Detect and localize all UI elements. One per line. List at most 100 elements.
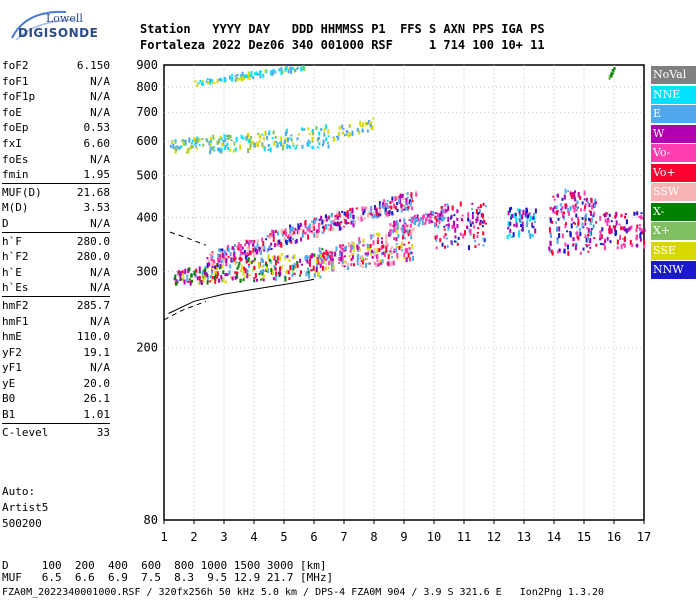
echo-point [395,243,398,246]
echo-point [640,212,643,215]
echo-point [216,263,219,268]
echo-point [308,258,311,263]
echo-point [240,134,243,139]
echo-point [583,205,586,210]
param-value: 0.53 [83,121,111,135]
echo-point [276,142,279,148]
echo-point [250,71,253,77]
echo-point [280,70,283,76]
echo-point [392,230,395,233]
echo-point [602,243,605,246]
param-separator [2,295,110,297]
echo-point [578,227,581,232]
echo-point [286,144,289,150]
echo-point [371,249,374,253]
echo-point [517,208,520,212]
echo-point [569,232,572,238]
echo-point [389,228,392,234]
echo-point [445,209,448,213]
echo-point [352,242,355,246]
echo-point [227,244,230,248]
echo-point [463,230,466,233]
param-separator [2,231,110,233]
echo-point [254,248,257,253]
echo-point [209,81,212,85]
echo-point [289,137,292,140]
echo-point [386,262,389,265]
param-name: hmF2 [2,298,29,312]
echo-point [286,137,289,143]
echo-point [552,207,555,213]
echo-point [358,239,361,245]
echo-point [555,221,558,224]
param-name: fxI [2,136,22,150]
echo-point [394,205,397,210]
echo-point [377,263,380,267]
y-tick-label: 600 [136,134,158,148]
param-name: D [2,216,9,230]
param-value: N/A [90,74,110,88]
echo-point [478,209,481,214]
echo-point [179,271,182,277]
echo-point [630,225,633,230]
echo-point [401,241,404,245]
x-tick-label: 10 [427,530,441,544]
echo-point [566,230,569,233]
echo-point [342,260,345,264]
echo-point [365,258,368,261]
echo-point [208,262,211,267]
echo-point [341,124,344,129]
echo-point [290,234,293,237]
echo-point [280,253,283,257]
echo-point [393,237,396,241]
echo-point [340,256,343,262]
echo-point [427,219,430,222]
x-tick-label: 8 [370,530,377,544]
echo-point [447,205,450,211]
echo-point [350,258,353,262]
param-value: 280.0 [76,234,110,248]
echo-point [231,260,234,264]
echo-point [274,135,277,139]
echo-point [559,203,562,207]
echo-point [225,135,228,138]
echo-point [299,222,302,227]
echo-point [249,138,252,143]
echo-point [639,237,642,242]
echo-point [483,220,486,224]
echo-point [243,250,246,255]
echo-point [252,267,255,272]
echo-point [294,239,297,244]
echo-point [417,223,420,227]
echo-point [213,260,216,264]
echo-point [209,140,212,143]
echo-point [395,237,398,242]
echo-point [481,225,484,228]
echo-point [380,260,383,263]
param-row-foe: foE N/A [2,105,110,121]
echo-point [469,223,472,227]
echo-point [441,206,444,209]
echo-point [386,206,389,210]
echo-point [349,212,352,218]
echo-point [214,273,217,279]
echo-point [410,251,413,254]
echo-point [367,249,370,253]
echo-point [268,130,271,136]
echo-point [249,261,252,264]
echo-point [262,73,265,78]
echo-point [311,253,314,259]
echo-point [372,215,375,219]
y-tick-label: 300 [136,265,158,279]
echo-point [549,241,552,247]
echo-point [194,273,197,277]
echo-point [508,233,511,237]
echo-point [342,128,345,131]
param-separator [2,422,110,424]
echo-point [174,148,177,154]
echo-point [402,224,405,227]
echo-point [361,206,364,212]
legend-item-x-: X+ [651,222,696,240]
echo-point [317,261,320,265]
ionogram-chart: 1 2 3 4 5 6 7 8 9 10 11 12 13 14 15 16 17802003004005006… [136,58,651,544]
